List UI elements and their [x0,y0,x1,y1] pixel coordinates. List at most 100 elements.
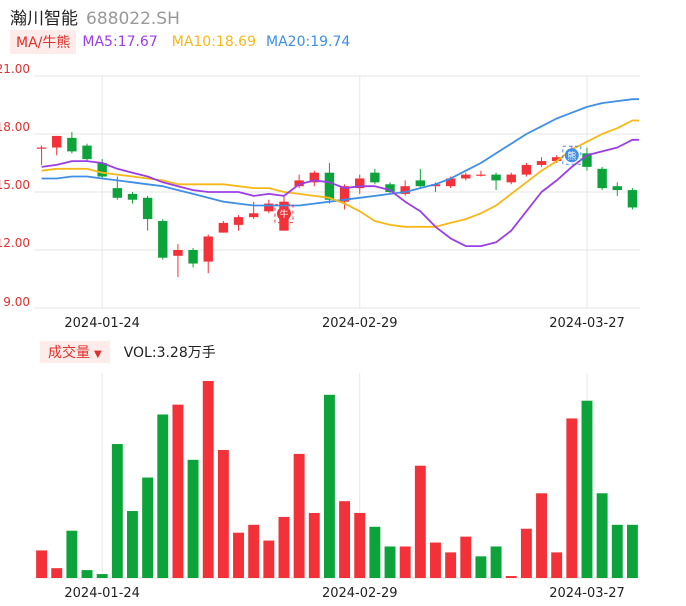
price-tick-label: 21.00 [0,62,30,76]
title-row: 瀚川智能 688022.SH [10,4,180,29]
volume-bar[interactable] [626,524,638,578]
volume-bar[interactable] [81,570,93,578]
candle-body[interactable] [476,174,486,176]
candle-body[interactable] [233,217,244,225]
volume-bar[interactable] [369,526,381,578]
volume-bar[interactable] [36,550,48,578]
volume-bar[interactable] [490,546,502,578]
candle-body[interactable] [627,190,638,208]
volume-date-label: 2024-03-27 [549,586,625,601]
candle-body[interactable] [127,193,138,200]
candle-body[interactable] [491,174,501,181]
candle-body[interactable] [582,153,592,167]
candle-body[interactable] [445,178,456,187]
volume-bar[interactable] [399,546,411,578]
candle-body[interactable] [203,236,213,262]
volume-bar[interactable] [551,552,563,578]
volume-bar[interactable] [384,546,396,578]
volume-bar[interactable] [187,459,199,578]
volume-bar[interactable] [611,524,623,578]
signal-marker-label: 熊 [567,150,576,162]
volume-bar[interactable] [111,444,123,578]
candle-body[interactable] [324,172,335,200]
volume-bar[interactable] [566,418,578,578]
volume-bar[interactable] [217,449,229,578]
volume-bar[interactable] [323,394,335,578]
volume-bar[interactable] [445,552,457,578]
ma20-label: MA20:19.74 [266,34,351,50]
volume-bar[interactable] [248,524,260,578]
volume-tab-label: 成交量 [48,345,90,361]
price-date-label: 2024-01-24 [64,316,140,331]
volume-bar[interactable] [142,477,154,578]
volume-bar[interactable] [172,404,184,578]
volume-date-label: 2024-01-24 [64,586,140,601]
candle-body[interactable] [400,186,410,194]
candle-body[interactable] [218,222,229,233]
candle-body[interactable] [142,197,153,220]
volume-bar[interactable] [293,453,305,578]
volume-bar[interactable] [505,576,517,578]
stock-name: 瀚川智能 [10,9,78,29]
candle-body[interactable] [536,161,547,165]
volume-bar[interactable] [414,465,426,578]
candle-body[interactable] [597,168,607,189]
price-date-label: 2024-02-29 [322,316,398,331]
volume-bar[interactable] [475,556,487,578]
volume-bar[interactable] [202,381,214,578]
candle-body[interactable] [551,157,562,162]
candle-body[interactable] [521,164,532,175]
candle-body[interactable] [248,213,259,218]
candle-body[interactable] [97,163,107,177]
ma5-line [41,138,639,248]
candle-body[interactable] [339,186,350,202]
volume-bar[interactable] [278,516,290,578]
volume-bar[interactable] [233,532,244,578]
volume-bar[interactable] [51,568,63,578]
candle-body[interactable] [385,184,395,192]
signal-marker-frame [562,145,582,165]
volume-value-label: VOL:3.28万手 [123,345,216,361]
volume-bar[interactable] [157,414,169,578]
volume-bar[interactable] [66,530,78,578]
candle-body[interactable] [173,250,183,256]
stock-code: 688022.SH [86,9,180,29]
volume-bar[interactable] [308,512,320,578]
volume-bar[interactable] [127,511,138,578]
candle-body[interactable] [612,186,622,191]
candle-body[interactable] [82,145,92,160]
candle-body[interactable] [67,137,77,152]
candle-body[interactable] [415,180,426,187]
volume-bar[interactable] [263,540,275,578]
candle-body[interactable] [294,180,304,187]
signal-marker-badge[interactable] [564,148,579,163]
candle-body[interactable] [370,172,380,183]
volume-bar[interactable] [596,493,608,578]
candle-body[interactable] [36,147,47,149]
volume-bar[interactable] [581,400,593,578]
signal-marker-frame [274,204,294,224]
candle-body[interactable] [506,174,516,183]
volume-bar[interactable] [96,574,108,578]
volume-indicator-dropdown[interactable]: 成交量 ▼ [40,341,110,363]
candle-body[interactable] [355,178,365,189]
volume-bar[interactable] [520,528,532,578]
candle-body[interactable] [461,174,471,179]
caret-down-icon: ▼ [94,349,102,360]
volume-bar[interactable] [354,512,366,578]
candle-body[interactable] [188,250,198,264]
price-date-label: 2024-03-27 [549,316,625,331]
volume-bar[interactable] [536,493,547,578]
candle-body[interactable] [309,172,319,183]
candle-body[interactable] [52,135,62,148]
volume-bar[interactable] [430,542,441,578]
candle-body[interactable] [158,221,168,258]
ma-type-selector[interactable]: MA/牛熊 [10,30,77,54]
volume-bar[interactable] [339,501,351,578]
candle-body[interactable] [264,203,274,212]
price-tick-label: 18.00 [0,120,30,134]
signal-marker-badge[interactable] [276,206,291,221]
candle-body[interactable] [112,188,123,198]
volume-bar[interactable] [460,536,472,578]
